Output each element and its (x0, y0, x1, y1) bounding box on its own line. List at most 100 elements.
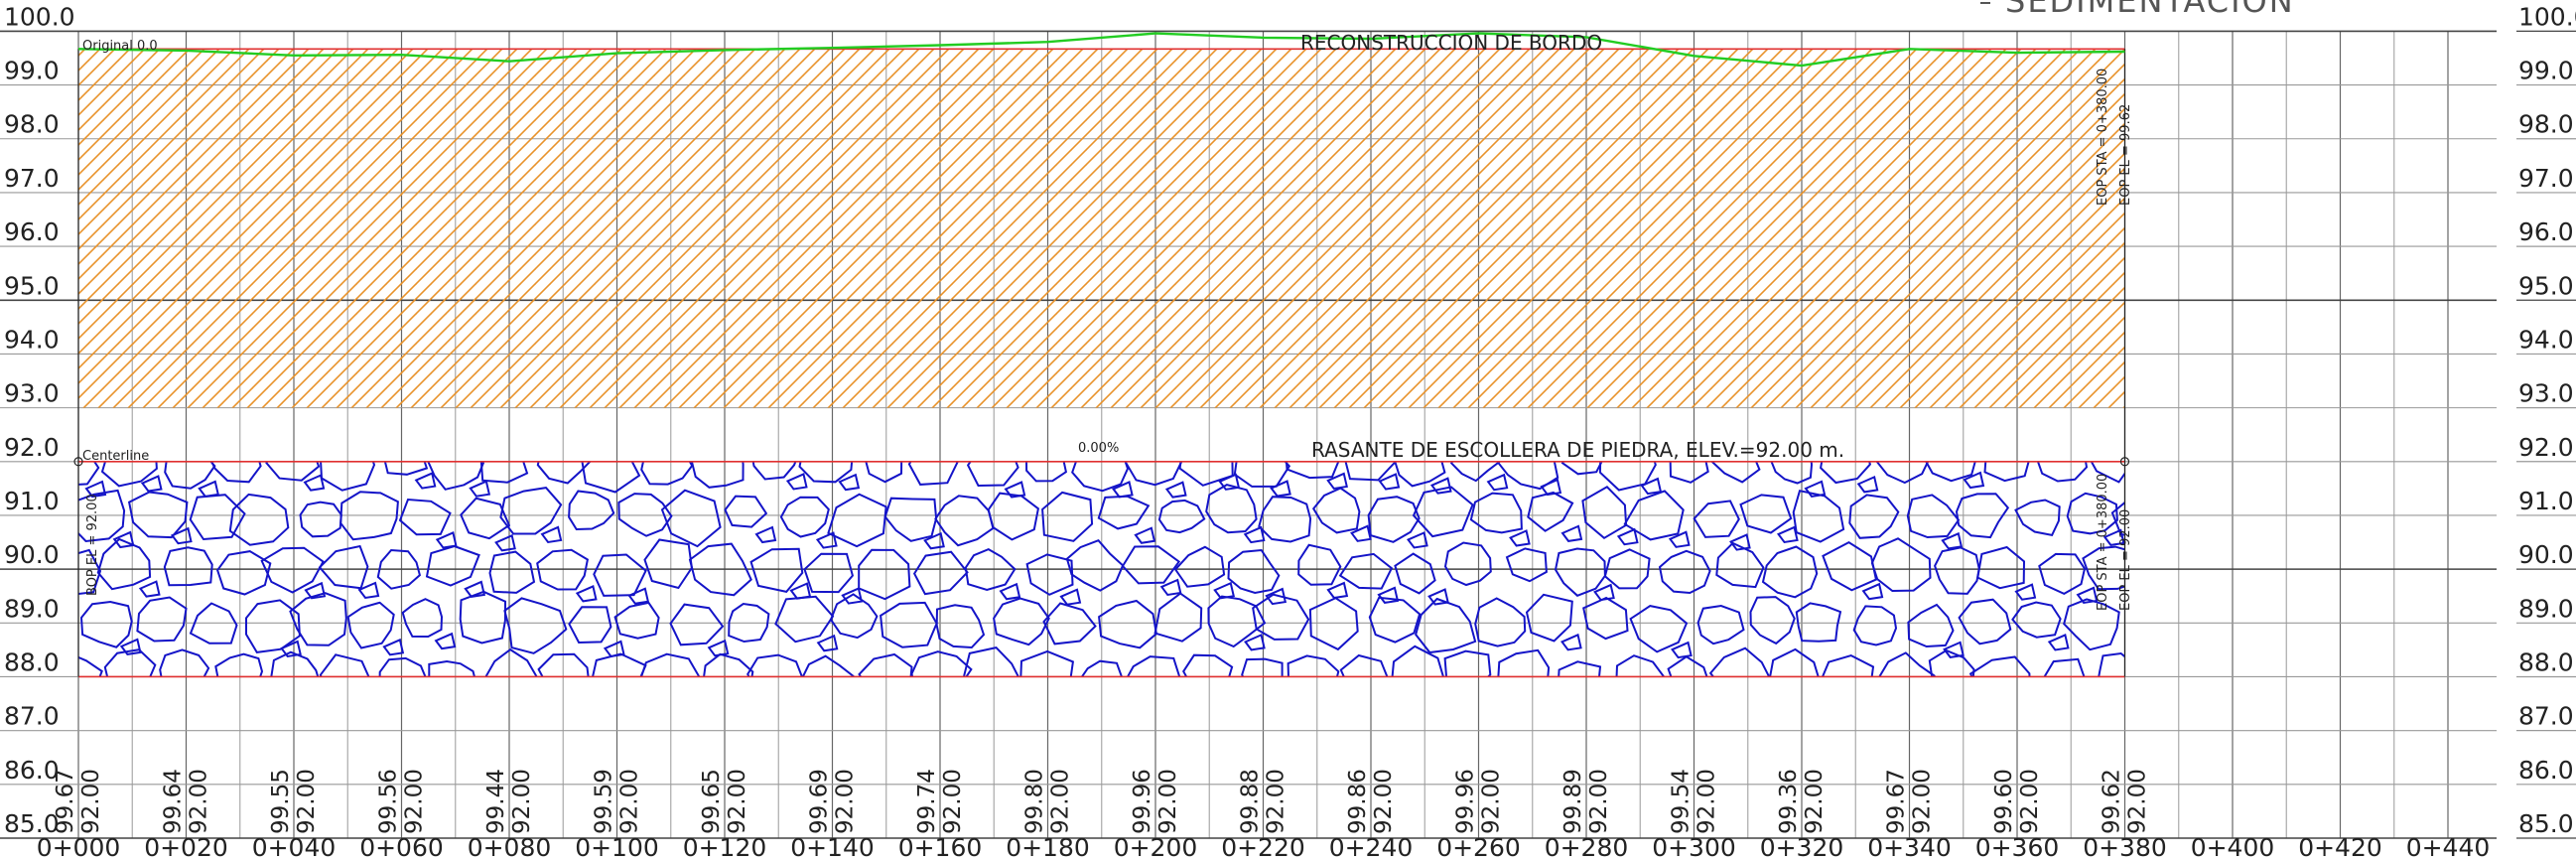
elevation-label-right: 100.0 (2518, 2, 2576, 31)
rock (318, 544, 369, 590)
rock (1934, 546, 1980, 595)
rock (749, 547, 804, 594)
value-label: 92.00 (509, 769, 535, 834)
rock (803, 552, 855, 594)
rock (1955, 493, 2010, 539)
rock-small (114, 750, 133, 765)
elevation-label: 91.0 (4, 487, 60, 515)
value-label: 99.86 (1345, 769, 1371, 834)
rock (1748, 704, 1795, 754)
rock (1042, 602, 1097, 646)
rock-small (1729, 533, 1751, 551)
rock-small (815, 531, 838, 549)
value-label: 99.59 (592, 769, 617, 834)
rock-small (953, 692, 972, 707)
rock-small (359, 694, 378, 709)
rock (1344, 461, 1398, 482)
rock-pattern (76, 461, 2203, 765)
rock (568, 490, 615, 531)
ground-line (77, 32, 2125, 68)
rock-small (1326, 581, 1349, 600)
rock (1852, 605, 1898, 646)
rock-small (414, 472, 437, 490)
rock (1598, 461, 1657, 492)
rock (376, 548, 422, 590)
station-label: 0+260 (1436, 833, 1521, 861)
value-label: 92.00 (1264, 769, 1289, 834)
rock (801, 654, 855, 677)
rock-small (1509, 529, 1531, 547)
rock (391, 701, 453, 751)
rock-small (2184, 688, 2203, 703)
rock (1615, 654, 1666, 677)
rock-small (738, 696, 756, 711)
value-label: 99.96 (1130, 769, 1155, 834)
rock (1715, 541, 1765, 589)
elevation-label: 99.0 (4, 57, 60, 85)
rock (401, 598, 444, 639)
bop-el: BOP EL = 92.00 (85, 494, 100, 596)
value-label: 92.00 (78, 769, 104, 834)
value-label: 92.00 (1802, 769, 1828, 834)
rock (265, 461, 321, 482)
elevation-label-right: 97.0 (2518, 164, 2574, 193)
rock-small (789, 582, 812, 600)
rock (1367, 496, 1421, 543)
rock (1207, 595, 1267, 648)
rock (189, 602, 238, 645)
rock (378, 656, 427, 677)
slope: 0.00% (1078, 441, 1119, 456)
rock (1582, 596, 1629, 641)
rock-small (1164, 481, 1187, 499)
rock (76, 710, 130, 759)
rock (164, 461, 216, 490)
rock (1525, 593, 1573, 643)
rock-small (198, 480, 219, 498)
value-label: 99.54 (1669, 769, 1695, 834)
value-label: 92.00 (833, 769, 859, 834)
rock (798, 461, 854, 484)
centerline: Centerline (82, 449, 149, 464)
rock (2143, 649, 2200, 693)
elevation-label: 92.0 (4, 433, 60, 462)
rock-small (1115, 695, 1134, 710)
elevation-label: 87.0 (4, 702, 60, 731)
rock-small (920, 749, 939, 764)
rock-small (1026, 744, 1045, 759)
rock-small (1965, 689, 1983, 704)
rock (858, 652, 913, 677)
rock (503, 597, 568, 654)
rock (1691, 701, 1745, 751)
rock-small (1378, 473, 1401, 491)
station-label: 0+380 (2083, 833, 2167, 861)
rock (1629, 605, 1689, 653)
rock (1474, 597, 1527, 647)
rock-small (2016, 695, 2035, 710)
elevation-label-right: 91.0 (2518, 487, 2574, 515)
sedimentation: SEDIMENTACION (2005, 0, 2295, 20)
rock-small (1377, 586, 1400, 604)
value-label: 99.62 (2100, 769, 2125, 834)
original: Original 0.0 (82, 39, 158, 54)
rock (912, 550, 969, 596)
rock (1157, 707, 1204, 744)
rock (2063, 598, 2120, 651)
value-label: 92.00 (1586, 769, 1612, 834)
rock (1469, 492, 1523, 534)
rock-small (540, 525, 563, 544)
rock-small (1213, 581, 1235, 600)
rock-small (1294, 745, 1313, 760)
rock (613, 601, 660, 640)
rock-small (923, 531, 945, 550)
rock (1875, 461, 1930, 485)
rock-small (1701, 693, 1720, 708)
rock (1497, 648, 1551, 677)
rock-small (2049, 741, 2068, 756)
station-label: 0+220 (1221, 833, 1305, 861)
reconstruction: RECONSTRUCCION DE BORDO (1300, 31, 1602, 55)
rock-small (494, 533, 516, 552)
rock (1792, 490, 1845, 543)
eop-el-top: EOP EL = 99.62 (2118, 104, 2133, 206)
